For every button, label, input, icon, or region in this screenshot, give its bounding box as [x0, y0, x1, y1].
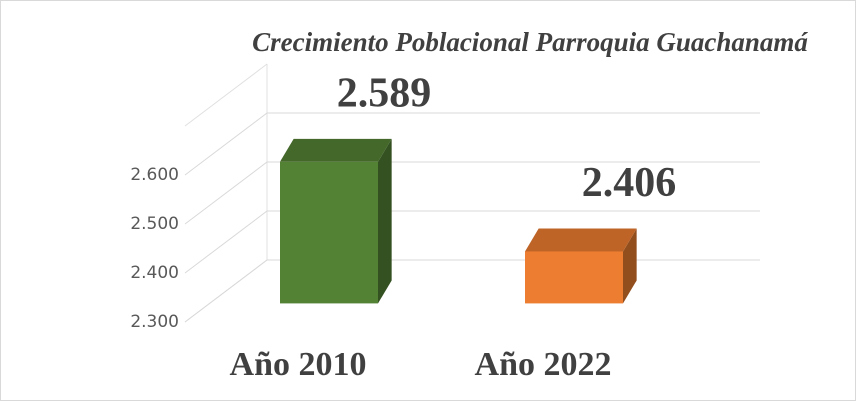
y-tick-label: 2.400 [130, 263, 179, 283]
y-tick-label: 2.600 [130, 165, 179, 185]
x-tick-label: Año 2022 [475, 346, 612, 383]
grid-line [184, 161, 760, 225]
bar-side [378, 138, 392, 304]
chart-title: Crecimiento Poblacional Parroquia Guacha… [252, 27, 808, 57]
y-tick-label: 2.500 [130, 214, 179, 234]
grid-line [184, 112, 760, 176]
data-label: 2.406 [582, 160, 677, 206]
bar-top [280, 138, 392, 162]
grid-line [184, 210, 760, 274]
data-label: 2.589 [337, 70, 432, 116]
bar-top [525, 228, 637, 252]
x-tick-label: Año 2010 [230, 346, 367, 383]
bar [280, 161, 378, 304]
y-tick-label: 2.300 [130, 312, 179, 332]
bar-side [623, 228, 637, 304]
bar [525, 251, 623, 304]
